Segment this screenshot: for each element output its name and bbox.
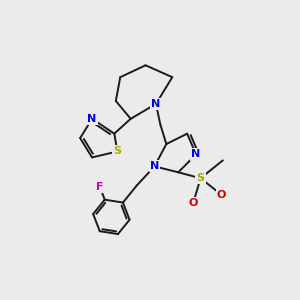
- Text: F: F: [96, 182, 104, 192]
- Text: N: N: [191, 149, 201, 160]
- Text: N: N: [150, 161, 159, 171]
- Text: N: N: [87, 114, 97, 124]
- Text: S: S: [196, 173, 205, 183]
- Text: N: N: [151, 99, 160, 109]
- Text: O: O: [188, 199, 198, 208]
- Text: O: O: [217, 190, 226, 200]
- Text: S: S: [113, 146, 121, 157]
